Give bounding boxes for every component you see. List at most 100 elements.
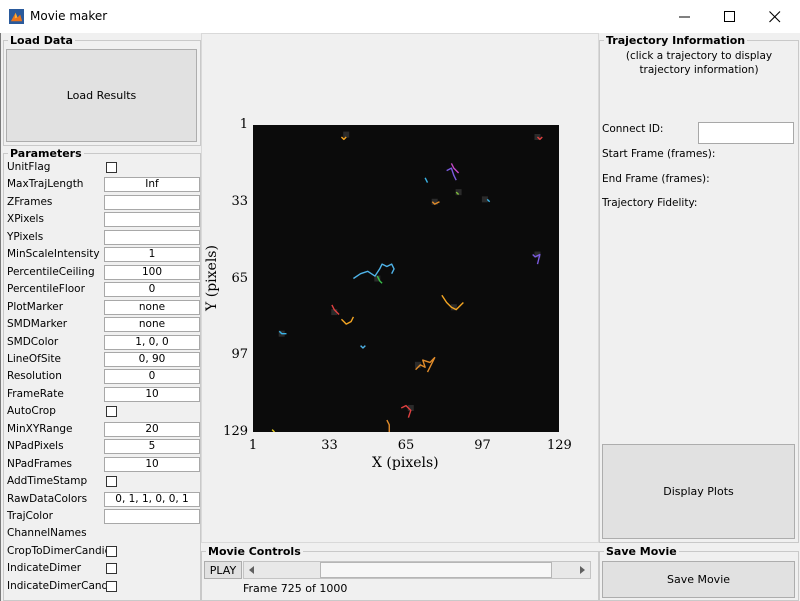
trajectory-plot-area[interactable] bbox=[253, 125, 559, 432]
trajectory-line[interactable] bbox=[450, 163, 460, 174]
maximize-button[interactable] bbox=[707, 0, 753, 33]
trajectory-line[interactable] bbox=[455, 191, 460, 196]
param-value-field[interactable]: 20 bbox=[104, 421, 200, 437]
x-tick-label: 97 bbox=[474, 438, 491, 453]
param-checkbox[interactable] bbox=[106, 545, 117, 557]
save-movie-title: Save Movie bbox=[604, 545, 679, 558]
param-label: NPadPixels bbox=[7, 440, 64, 453]
trajectory-line[interactable] bbox=[340, 316, 355, 325]
trajectory-title: Trajectory Information bbox=[604, 34, 748, 47]
start-frame-label: Start Frame (frames): bbox=[602, 148, 716, 160]
param-value-field[interactable]: Inf bbox=[104, 177, 200, 193]
slider-thumb[interactable] bbox=[319, 562, 552, 578]
param-label: PlotMarker bbox=[7, 300, 64, 313]
param-value-field[interactable]: 10 bbox=[104, 456, 200, 472]
param-checkbox[interactable] bbox=[106, 580, 117, 592]
chevron-right-icon bbox=[579, 566, 585, 574]
param-label: IndicateDimer bbox=[7, 562, 82, 575]
trajectory-line[interactable] bbox=[340, 136, 347, 141]
param-label: Resolution bbox=[7, 370, 62, 383]
param-value-field[interactable]: 5 bbox=[104, 439, 200, 455]
slider-right-arrow[interactable] bbox=[575, 562, 590, 578]
trajectory-line[interactable] bbox=[532, 253, 541, 265]
trajectory-line[interactable] bbox=[486, 198, 491, 203]
connect-id-input[interactable] bbox=[698, 122, 794, 144]
param-label: LineOfSite bbox=[7, 352, 62, 365]
trajectory-line[interactable] bbox=[353, 263, 395, 280]
display-plots-button[interactable]: Display Plots bbox=[602, 444, 795, 539]
load-data-panel: Load Data Load Results bbox=[3, 34, 201, 146]
trajectory-line[interactable] bbox=[386, 419, 390, 432]
trajectory-line[interactable] bbox=[278, 330, 287, 335]
raw-data-spot bbox=[534, 251, 541, 258]
play-button[interactable]: PLAY bbox=[204, 561, 242, 579]
chevron-left-icon bbox=[248, 566, 254, 574]
param-checkbox[interactable] bbox=[106, 563, 117, 575]
param-value-field[interactable] bbox=[104, 509, 200, 524]
param-label: NPadFrames bbox=[7, 457, 72, 470]
end-frame-label: End Frame (frames): bbox=[602, 173, 710, 185]
frame-slider[interactable] bbox=[243, 561, 591, 579]
frame-counter: Frame 725 of 1000 bbox=[243, 582, 348, 595]
trajectory-line[interactable] bbox=[400, 404, 412, 418]
param-value-field[interactable]: 0, 90 bbox=[104, 351, 200, 367]
minimize-icon bbox=[679, 16, 690, 17]
param-label: AddTimeStamp bbox=[7, 475, 88, 488]
trajectory-plot-svg[interactable] bbox=[253, 125, 559, 432]
y-axis-label: Y (pixels) bbox=[204, 245, 220, 311]
trajectory-line[interactable] bbox=[536, 136, 543, 141]
param-label: SMDColor bbox=[7, 335, 59, 348]
param-label: FrameRate bbox=[7, 387, 64, 400]
param-value-field[interactable] bbox=[104, 229, 200, 245]
param-label: ChannelNames bbox=[7, 527, 87, 540]
param-checkbox[interactable] bbox=[106, 406, 117, 418]
trajectory-line[interactable] bbox=[271, 429, 276, 432]
x-tick-label: 1 bbox=[248, 438, 258, 453]
trajectory-line[interactable] bbox=[431, 201, 440, 205]
param-label: PercentileFloor bbox=[7, 283, 85, 296]
param-value-field[interactable] bbox=[104, 212, 200, 228]
load-results-button[interactable]: Load Results bbox=[6, 49, 197, 142]
plot-panel bbox=[201, 33, 599, 543]
param-value-field[interactable]: 10 bbox=[104, 386, 200, 402]
minimize-button[interactable] bbox=[662, 0, 708, 33]
param-value-field[interactable]: 0 bbox=[104, 282, 200, 298]
param-label: SMDMarker bbox=[7, 318, 68, 331]
save-movie-panel: Save Movie Save Movie bbox=[599, 545, 799, 601]
slider-left-arrow[interactable] bbox=[244, 562, 259, 578]
trajectory-line[interactable] bbox=[376, 275, 383, 284]
param-label: MinScaleIntensity bbox=[7, 248, 100, 261]
movie-controls-title: Movie Controls bbox=[206, 545, 303, 558]
close-icon bbox=[769, 10, 781, 22]
raw-data-spot bbox=[331, 309, 338, 316]
trajectory-line[interactable] bbox=[446, 167, 457, 181]
close-button[interactable] bbox=[752, 0, 798, 33]
param-label: ZFrames bbox=[7, 195, 53, 208]
y-tick-label: 65 bbox=[231, 270, 248, 286]
save-movie-button[interactable]: Save Movie bbox=[602, 561, 795, 598]
maximize-icon bbox=[724, 10, 735, 22]
param-value-field[interactable]: 1, 0, 0 bbox=[104, 334, 200, 350]
param-label: TrajColor bbox=[7, 510, 53, 522]
param-value-field[interactable]: none bbox=[104, 317, 200, 333]
param-label: UnitFlag bbox=[7, 161, 51, 173]
param-label: MaxTrajLength bbox=[7, 178, 84, 191]
param-value-field[interactable]: 0, 1, 1, 0, 0, 1 bbox=[104, 491, 200, 507]
param-value-field[interactable]: 1 bbox=[104, 247, 200, 263]
param-checkbox[interactable] bbox=[106, 476, 117, 488]
trajectory-line[interactable] bbox=[360, 345, 366, 349]
trajectory-line[interactable] bbox=[331, 304, 340, 315]
param-value-field[interactable]: 0 bbox=[104, 369, 200, 385]
x-tick-label: 33 bbox=[321, 438, 338, 453]
param-checkbox[interactable] bbox=[106, 162, 117, 173]
param-value-field[interactable]: 100 bbox=[104, 264, 200, 280]
param-label: CropToDimerCandid bbox=[7, 544, 112, 557]
trajectory-line[interactable] bbox=[415, 356, 436, 373]
param-value-field[interactable] bbox=[104, 194, 200, 210]
trajectory-line[interactable] bbox=[424, 177, 429, 183]
trajectory-line[interactable] bbox=[441, 294, 464, 311]
param-label: PercentileCeiling bbox=[7, 265, 95, 278]
param-label: XPixels bbox=[7, 213, 44, 226]
param-value-field[interactable]: none bbox=[104, 299, 200, 315]
trajectory-fidelity-label: Trajectory Fidelity: bbox=[602, 197, 698, 209]
